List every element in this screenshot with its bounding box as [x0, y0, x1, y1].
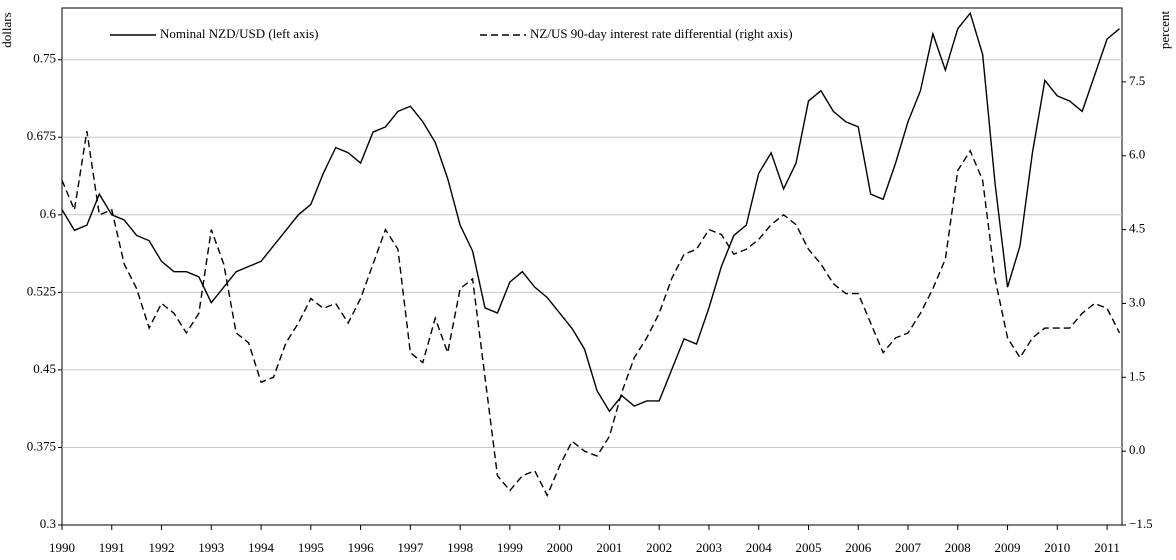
- y2-tick-label: 4.5: [1129, 221, 1145, 236]
- x-tick-label: 1997: [397, 540, 424, 555]
- x-tick-label: 1999: [497, 540, 523, 555]
- x-tick-label: 2010: [1044, 540, 1070, 555]
- y2-tick-label: 1.5: [1129, 368, 1145, 383]
- legend-label: Nominal NZD/USD (left axis): [160, 26, 319, 41]
- x-tick-label: 1998: [447, 540, 473, 555]
- y-axis-label: dollars: [0, 12, 14, 47]
- x-tick-label: 1990: [49, 540, 75, 555]
- x-tick-label: 2009: [995, 540, 1021, 555]
- x-tick-label: 1995: [298, 540, 324, 555]
- x-tick-label: 2004: [746, 540, 773, 555]
- y2-tick-label: 0.0: [1129, 442, 1145, 457]
- y2-axis-label: percent: [1157, 10, 1172, 49]
- y-tick-label: 0.45: [33, 361, 56, 376]
- x-tick-label: 2006: [845, 540, 872, 555]
- x-tick-label: 1993: [198, 540, 224, 555]
- series-line: [61, 11, 1120, 413]
- x-tick-label: 2001: [596, 540, 622, 555]
- x-tick-label: 1994: [248, 540, 275, 555]
- x-tick-label: 2002: [646, 540, 672, 555]
- legend-label: NZ/US 90-day interest rate differential …: [530, 26, 793, 41]
- y-tick-label: 0.375: [27, 438, 56, 453]
- plot-frame: [61, 7, 1123, 526]
- y-tick-label: 0.525: [27, 283, 56, 298]
- x-tick-label: 1996: [348, 540, 375, 555]
- x-tick-label: 2003: [696, 540, 722, 555]
- y2-tick-label: 6.0: [1129, 147, 1145, 162]
- y2-tick-label: 7.5: [1129, 73, 1145, 88]
- series-line: [61, 130, 1121, 498]
- y-tick-label: 0.675: [27, 128, 56, 143]
- y-tick-label: 0.3: [40, 516, 56, 531]
- y-tick-label: 0.75: [33, 51, 56, 66]
- y2-tick-label: −1.5: [1129, 516, 1153, 531]
- x-tick-label: 1992: [149, 540, 175, 555]
- y2-tick-label: 3.0: [1129, 294, 1145, 309]
- x-tick-label: 2011: [1094, 540, 1120, 555]
- x-tick-label: 2000: [547, 540, 573, 555]
- x-tick-label: 2008: [945, 540, 971, 555]
- x-tick-label: 1991: [99, 540, 125, 555]
- x-tick-label: 2007: [895, 540, 922, 555]
- y-tick-label: 0.6: [40, 206, 57, 221]
- x-tick-label: 2005: [795, 540, 821, 555]
